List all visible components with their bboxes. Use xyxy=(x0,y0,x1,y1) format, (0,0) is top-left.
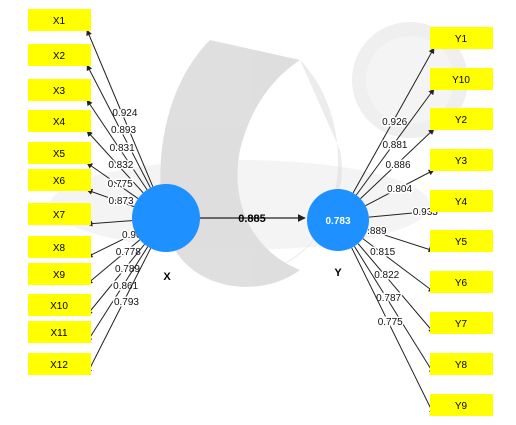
loading-arrow-x10 xyxy=(86,244,145,316)
indicator-box-x6[interactable] xyxy=(28,169,91,191)
indicator-label-x11: X11 xyxy=(50,328,67,339)
y-indicators-group: Y1 Y10 Y2 Y3 Y4 Y5 Y6 Y7 Y8 Y9 xyxy=(430,27,493,416)
indicator-label-x6: X6 xyxy=(53,176,66,187)
loading-arrow-x11 xyxy=(86,246,149,343)
indicator-box-x3[interactable] xyxy=(28,79,91,101)
loading-arrow-y9 xyxy=(351,247,435,416)
latent-label-y: Y xyxy=(334,267,342,279)
indicator-box-y9[interactable] xyxy=(430,394,493,416)
loading-arrow-x5 xyxy=(86,162,139,199)
loading-value-x3: 0.831 xyxy=(110,143,135,154)
loading-arrow-x6 xyxy=(86,188,135,208)
indicator-label-x12: X12 xyxy=(50,360,68,371)
indicator-box-x5[interactable] xyxy=(28,142,91,164)
loading-value-x10: 0.789 xyxy=(115,264,140,275)
loading-arrow-y4 xyxy=(368,208,435,218)
loading-arrow-y8 xyxy=(353,246,435,375)
indicator-label-y7: Y7 xyxy=(455,319,468,330)
loading-value-x5: 0.775 xyxy=(108,179,133,190)
indicator-box-y2[interactable] xyxy=(430,108,493,130)
loading-value-x2: 0.893 xyxy=(111,125,136,136)
loading-arrow-x7 xyxy=(86,220,133,227)
x-indicators-group: X1 X2 X3 X4 X5 X6 X7 X8 X9 X10 X11 X12 xyxy=(28,9,91,375)
indicator-label-x10: X10 xyxy=(50,301,68,312)
loading-value-x11: 0.861 xyxy=(113,281,138,292)
latent-label-x: X xyxy=(163,271,171,283)
loading-value-x4: 0.832 xyxy=(108,160,133,171)
indicator-box-y3[interactable] xyxy=(430,149,493,171)
loading-arrow-x4 xyxy=(86,130,144,194)
indicator-box-y1[interactable] xyxy=(430,27,493,49)
indicator-box-x9[interactable] xyxy=(28,263,91,285)
loading-value-y1: 0.926 xyxy=(382,117,407,128)
latent-node-y[interactable] xyxy=(307,189,369,251)
indicator-label-y10: Y10 xyxy=(452,75,470,86)
loading-arrow-x12 xyxy=(86,248,152,375)
indicator-box-x4[interactable] xyxy=(28,110,91,132)
indicator-label-y6: Y6 xyxy=(455,278,468,289)
indicator-label-x2: X2 xyxy=(53,51,66,62)
indicator-label-x4: X4 xyxy=(53,117,66,128)
indicator-label-x8: X8 xyxy=(53,243,66,254)
loading-value-x1: 0.924 xyxy=(112,108,137,119)
loading-arrow-y3 xyxy=(365,169,435,207)
indicator-box-y5[interactable] xyxy=(430,230,493,252)
latent-node-x[interactable] xyxy=(132,184,200,252)
path-coefficient-x-y: 0.885 xyxy=(238,213,266,225)
indicator-label-y5: Y5 xyxy=(455,237,468,248)
indicator-box-y4[interactable] xyxy=(430,190,493,212)
indicator-label-y3: Y3 xyxy=(455,156,468,167)
indicator-box-y10[interactable] xyxy=(430,68,493,90)
loading-arrow-y7 xyxy=(357,243,435,334)
loading-value-y2: 0.886 xyxy=(386,160,411,171)
indicator-box-x12[interactable] xyxy=(28,353,91,375)
indicator-label-x7: X7 xyxy=(53,210,66,221)
indicator-label-y1: Y1 xyxy=(455,34,468,45)
indicator-label-x5: X5 xyxy=(53,149,66,160)
loading-value-y6: 0.815 xyxy=(370,247,395,258)
loading-arrow-y6 xyxy=(362,238,435,293)
indicator-box-y7[interactable] xyxy=(430,312,493,334)
indicator-label-x3: X3 xyxy=(53,86,66,97)
indicator-box-y6[interactable] xyxy=(430,271,493,293)
indicator-box-x7[interactable] xyxy=(28,203,91,225)
loading-value-y9: 0.775 xyxy=(378,317,403,328)
indicator-box-y8[interactable] xyxy=(430,353,493,375)
indicator-label-x9: X9 xyxy=(53,270,66,281)
loading-arrow-x1 xyxy=(86,29,154,187)
loading-value-x12: 0.793 xyxy=(114,297,139,308)
indicator-box-x10[interactable] xyxy=(28,294,91,316)
indicator-box-x2[interactable] xyxy=(28,44,91,66)
indicator-box-x1[interactable] xyxy=(28,9,91,31)
indicator-box-x11[interactable] xyxy=(28,321,91,343)
indicator-label-y2: Y2 xyxy=(455,115,468,126)
loading-arrow-y10 xyxy=(355,88,435,196)
indicator-label-y9: Y9 xyxy=(455,401,468,412)
latent-r-squared-y: 0.783 xyxy=(325,216,350,227)
loading-value-y7: 0.822 xyxy=(374,270,399,281)
watermark-graphic xyxy=(50,22,468,287)
loading-arrow-y5 xyxy=(367,229,435,253)
loading-arrow-y2 xyxy=(360,128,435,200)
loading-value-x6: 0.873 xyxy=(109,196,134,207)
loading-arrow-y1 xyxy=(352,47,435,194)
indicator-label-y8: Y8 xyxy=(455,360,468,371)
loading-arrow-x8 xyxy=(86,232,136,258)
indicator-label-x1: X1 xyxy=(53,16,66,27)
loading-arrow-x3 xyxy=(86,99,148,191)
edges-layer: 0.9240.8930.8310.8320.7750.8730.8260.902… xyxy=(86,29,440,416)
loading-value-y8: 0.787 xyxy=(376,293,401,304)
loading-value-y3: 0.804 xyxy=(387,184,412,195)
indicator-box-x8[interactable] xyxy=(28,236,91,258)
loading-arrow-x9 xyxy=(86,239,141,285)
indicator-label-y4: Y4 xyxy=(455,197,468,208)
loading-arrow-x2 xyxy=(86,64,151,189)
loading-value-y10: 0.881 xyxy=(382,140,407,151)
